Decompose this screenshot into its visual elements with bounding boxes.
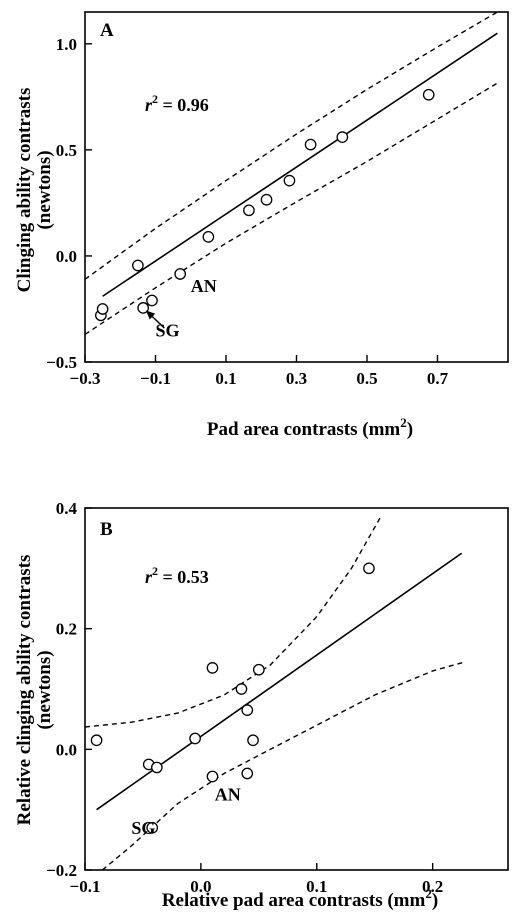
data-point [235, 683, 248, 695]
y-tick-label: 0.4 [56, 499, 78, 518]
panel-b-r2: r2 = 0.53 [145, 564, 209, 587]
y-tick-label: −0.5 [46, 353, 77, 372]
data-point [247, 734, 259, 747]
x-tick-label: 0.1 [306, 877, 327, 896]
data-point [283, 174, 296, 187]
panel-b-label: B [100, 519, 113, 540]
x-tick-label: 0.3 [286, 369, 307, 388]
panel-b-y-axis-unit: (newtons) [34, 650, 55, 729]
y-tick-label: 1.0 [56, 35, 77, 54]
annotation-an: AN [215, 785, 241, 805]
panel-b-frame [84, 507, 509, 871]
x-tick-label: 0.0 [190, 877, 211, 896]
x-tick-label: 0.5 [356, 369, 377, 388]
data-point [137, 302, 150, 314]
panel-a-r2: r2 = 0.96 [145, 92, 209, 115]
y-tick-label: 0.0 [56, 247, 77, 266]
data-point [146, 294, 158, 307]
panel-a-x-axis-label: Pad area contrasts (mm2) [207, 415, 413, 440]
data-point [132, 259, 144, 272]
panel-a-confidence-bands [84, 11, 498, 335]
upper-confidence-band [84, 11, 498, 280]
data-point [260, 193, 273, 206]
lower-confidence-band [101, 661, 466, 871]
data-point [206, 770, 219, 783]
x-tick-label: −0.1 [70, 877, 101, 896]
annotation-an: AN [191, 276, 217, 296]
panel-a-y-axis-unit: (newtons) [34, 150, 55, 229]
data-point [96, 303, 109, 315]
x-tick-label: −0.3 [70, 369, 101, 388]
x-tick-label: 0.2 [422, 877, 443, 896]
y-tick-label: 0.5 [56, 141, 77, 160]
y-tick-label: −0.2 [46, 861, 77, 880]
data-point [174, 268, 187, 280]
data-point [90, 734, 103, 747]
panel-b-points [90, 562, 375, 834]
annotation-sg: SG [131, 818, 155, 838]
upper-confidence-band [84, 516, 382, 728]
lower-confidence-band [84, 82, 498, 335]
data-point [336, 131, 349, 144]
panel-a-label: A [100, 20, 114, 41]
x-tick-label: −0.1 [140, 369, 171, 388]
regression-line [102, 32, 498, 297]
sg-arrow [145, 310, 165, 329]
data-point [189, 732, 201, 745]
data-point [151, 761, 163, 774]
panel-b-y-axis-label: Relative clinging ability contrasts [14, 555, 35, 826]
y-tick-label: 0.2 [56, 620, 77, 639]
panel-a-y-axis-label: Clinging ability contrasts [14, 88, 35, 293]
panel-b-x-axis-label: Relative pad area contrasts (mm2) [162, 886, 438, 911]
panel-b-confidence-bands [84, 516, 466, 871]
panel-b-annotations: AN SG [131, 785, 240, 838]
data-point [241, 767, 254, 780]
data-point [243, 204, 255, 217]
panel-a-ticks: −0.3 −0.1 0.1 0.3 0.5 0.7 −0.5 0.0 0.5 1.0 [46, 35, 449, 388]
data-point [241, 704, 254, 716]
data-point [252, 663, 265, 676]
data-point [304, 138, 317, 151]
x-tick-label: 0.7 [427, 369, 449, 388]
data-point [202, 230, 215, 243]
data-point [206, 662, 219, 674]
data-point [363, 562, 375, 575]
x-tick-label: 0.1 [215, 369, 236, 388]
panel-b: −0.1 0.0 0.1 0.2 −0.2 0.0 0.2 0.4 AN SG B r2 = 0… [14, 499, 509, 911]
y-tick-label: 0.0 [56, 740, 77, 759]
data-point [422, 88, 435, 101]
panel-a-fit-line [102, 32, 498, 297]
panel-b-ticks: −0.1 0.0 0.1 0.2 −0.2 0.0 0.2 0.4 [46, 499, 443, 896]
data-point [146, 821, 159, 834]
panel-a-points [95, 88, 435, 322]
